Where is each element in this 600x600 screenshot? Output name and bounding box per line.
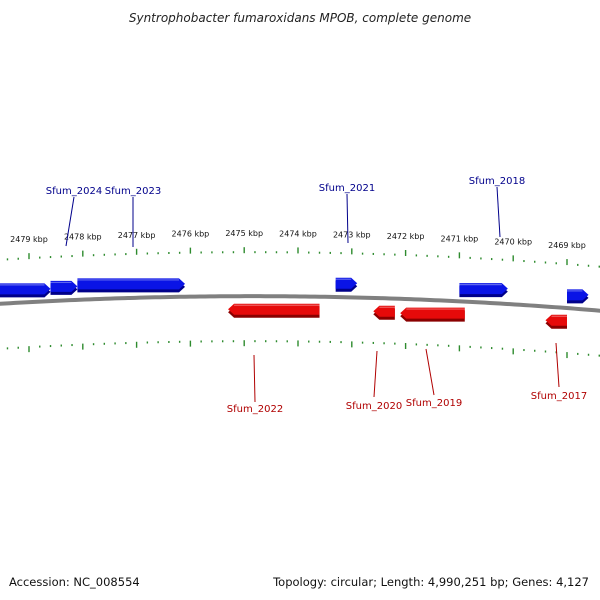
scale-tick-label: 2471 kbp: [441, 234, 479, 243]
gene-label-sfum-2017[interactable]: Sfum_2017: [531, 342, 587, 402]
forward-gene-track: [0, 277, 589, 304]
forward-gene-arrow: [459, 283, 508, 298]
forward-gene-arrow: [567, 289, 589, 304]
gene-arrow-body: [400, 307, 465, 319]
gene-label-text: Sfum_2021: [319, 183, 375, 194]
gene-label-text: Sfum_2020: [346, 401, 402, 412]
accession-text: Accession: NC_008554: [9, 575, 140, 589]
scale-tick-label: 2470 kbp: [494, 237, 532, 246]
gene-label-text: Sfum_2018: [469, 176, 525, 187]
reverse-gene-track: [228, 303, 567, 329]
gene-label-sfum-2023[interactable]: Sfum_2023: [105, 186, 161, 247]
forward-gene-arrow: [77, 278, 186, 293]
gene-arrow-body: [50, 280, 78, 292]
scale-tick-label: 2473 kbp: [333, 230, 371, 239]
scale-tick-label: 2474 kbp: [279, 229, 317, 238]
genome-backbone: [0, 294, 600, 313]
gene-label-sfum-2020[interactable]: Sfum_2020: [346, 350, 402, 412]
gene-label-sfum-2021[interactable]: Sfum_2021: [319, 183, 375, 244]
scale-tick-label: 2472 kbp: [387, 232, 425, 241]
gene-arrow-body: [373, 305, 395, 317]
scale-tick-label: 2475 kbp: [225, 229, 263, 238]
genome-title: Syntrophobacter fumaroxidans MPOB, compl…: [129, 11, 471, 25]
reverse-gene-arrow: [400, 307, 465, 322]
genome-summary-text: Topology: circular; Length: 4,990,251 bp…: [272, 575, 589, 589]
scale-tick-label: 2469 kbp: [548, 241, 586, 250]
scale-tick-label: 2478 kbp: [64, 233, 102, 242]
gene-label-sfum-2018[interactable]: Sfum_2018: [469, 176, 525, 238]
gene-arrow-body: [545, 314, 567, 326]
gene-label-text: Sfum_2017: [531, 391, 587, 402]
scale-tick-label: 2479 kbp: [10, 235, 48, 244]
scale-tick-label: 2477 kbp: [118, 231, 156, 240]
reverse-gene-arrow: [373, 305, 395, 320]
gene-label-text: Sfum_2019: [406, 398, 462, 409]
lower-tick-track: [6, 340, 600, 359]
gene-label-text: Sfum_2023: [105, 186, 161, 197]
gene-arrow-body: [459, 283, 508, 295]
gene-arrow-body: [567, 289, 589, 301]
forward-gene-arrow: [0, 283, 51, 298]
gene-label-sfum-2019[interactable]: Sfum_2019: [406, 348, 462, 409]
gene-label-sfum-2024[interactable]: Sfum_2024: [46, 186, 102, 247]
gene-arrow-body: [335, 277, 358, 289]
reverse-gene-arrow: [228, 303, 320, 318]
gene-label-text: Sfum_2024: [46, 186, 102, 197]
scale-label-group: 2479 kbp 2478 kbp 2477 kbp 2476 kbp 2475 kbp…: [10, 229, 586, 250]
gene-arrow-body: [0, 283, 51, 295]
gene-label-text: Sfum_2022: [227, 404, 283, 415]
gene-arrow-body: [228, 303, 320, 315]
gene-arrow-body: [77, 278, 186, 290]
gene-label-group: Sfum_2024 Sfum_2023 Sfum_2021 Sfum_2018 …: [46, 176, 587, 415]
reverse-gene-arrow: [545, 314, 567, 329]
forward-gene-arrow: [50, 280, 78, 295]
upper-tick-track: [6, 247, 600, 268]
scale-tick-label: 2476 kbp: [172, 230, 210, 239]
gene-label-sfum-2022[interactable]: Sfum_2022: [227, 354, 283, 415]
forward-gene-arrow: [335, 277, 358, 292]
